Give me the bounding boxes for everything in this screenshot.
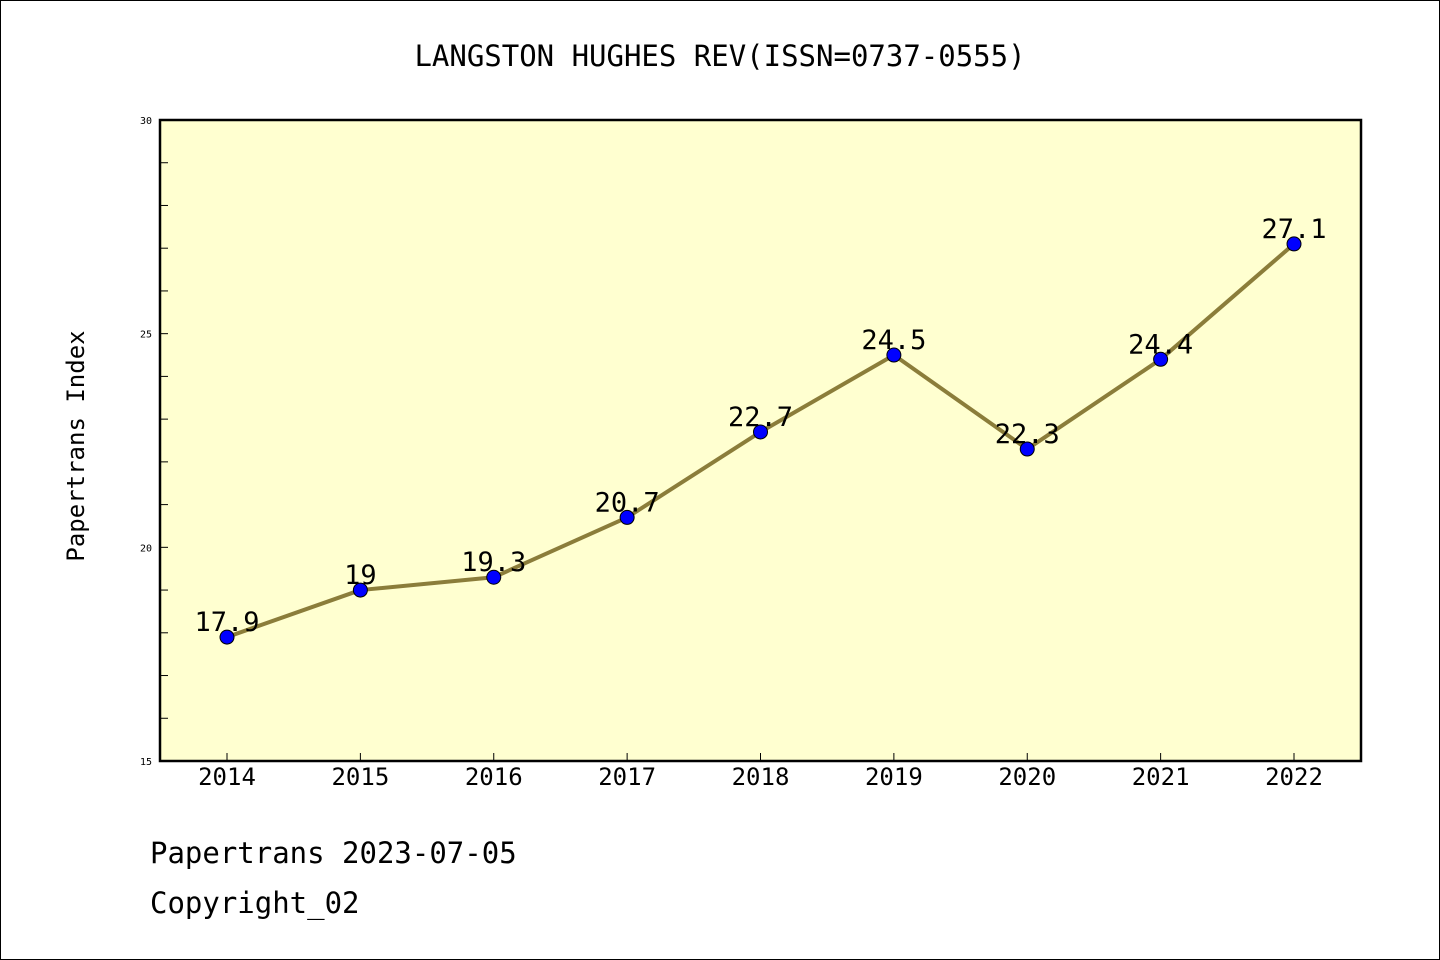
data-label: 24.5 xyxy=(861,325,926,356)
data-label: 19 xyxy=(344,560,377,591)
data-label: 19.3 xyxy=(461,547,526,578)
plot-area xyxy=(158,118,1363,763)
y-tick-label: 25 xyxy=(140,330,152,341)
data-label: 22.7 xyxy=(728,402,793,433)
data-label: 20.7 xyxy=(595,487,660,518)
data-label: 24.4 xyxy=(1128,329,1193,360)
footer-source: Papertrans 2023-07-05 xyxy=(150,836,517,870)
data-label: 17.9 xyxy=(194,607,259,638)
data-label: 22.3 xyxy=(995,419,1060,450)
chart-title: LANGSTON HUGHES REV(ISSN=0737-0555) xyxy=(414,39,1025,73)
footer-copyright: Copyright_02 xyxy=(150,886,360,920)
x-tick-label: 2015 xyxy=(331,763,389,791)
data-point xyxy=(1019,441,1035,457)
data-label: 27.1 xyxy=(1261,214,1326,245)
axis-ticks: 15 20 25 30 2014 2015 2016 2017 2018 2019 2020 2021… xyxy=(140,116,1323,791)
data-point xyxy=(1153,351,1169,367)
x-tick-label: 2020 xyxy=(998,763,1056,791)
y-tick-label: 15 xyxy=(140,757,152,768)
x-tick-label: 2022 xyxy=(1265,763,1323,791)
x-tick-label: 2018 xyxy=(732,763,790,791)
x-tick-label: 2021 xyxy=(1132,763,1190,791)
data-point xyxy=(219,629,235,645)
data-point xyxy=(753,424,768,440)
y-tick-label: 20 xyxy=(140,543,152,554)
x-tick-label: 2017 xyxy=(598,763,656,791)
data-point xyxy=(486,569,502,585)
x-tick-label: 2014 xyxy=(198,763,256,791)
data-point xyxy=(1286,236,1302,252)
x-tick-label: 2019 xyxy=(865,763,923,791)
data-point xyxy=(619,509,635,525)
y-tick-label: 30 xyxy=(140,116,152,127)
y-axis-label: Papertrans Index xyxy=(62,330,90,561)
data-points-layer xyxy=(219,236,1302,645)
x-tick-label: 2016 xyxy=(465,763,523,791)
data-labels-layer: 17.9 19 19.3 20.7 22.7 24.5 22.3 24.4 27.1 xyxy=(194,214,1326,638)
data-point xyxy=(352,582,368,598)
data-point xyxy=(886,347,902,363)
